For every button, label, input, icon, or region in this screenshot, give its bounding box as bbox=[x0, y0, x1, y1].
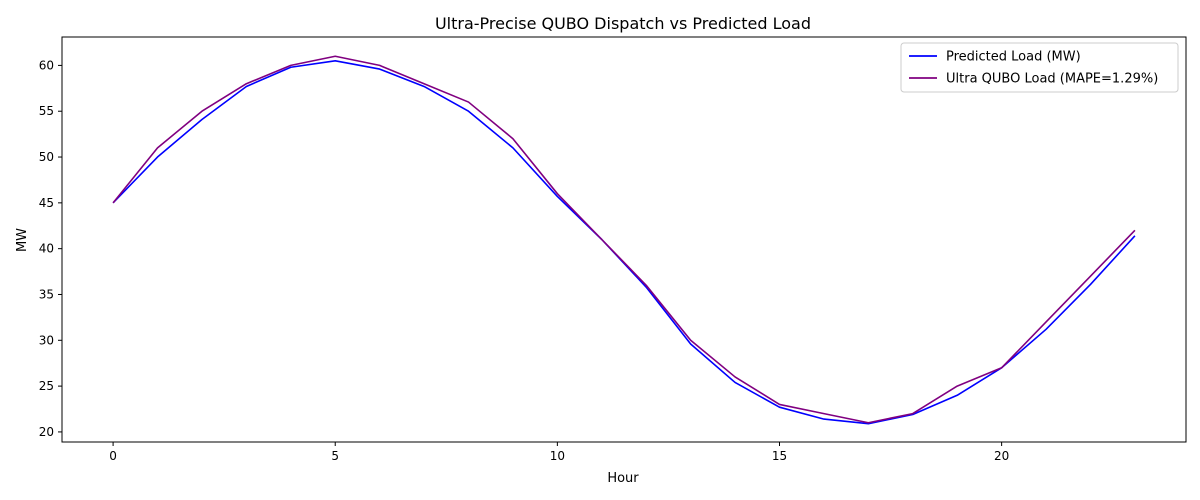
y-tick-label: 20 bbox=[39, 425, 54, 439]
x-axis-ticks: 0 5 10 15 20 bbox=[109, 442, 1009, 463]
legend-label-1: Ultra QUBO Load (MAPE=1.29%) bbox=[946, 72, 1158, 87]
y-tick-label: 30 bbox=[39, 333, 54, 347]
x-tick-label: 20 bbox=[994, 449, 1009, 463]
legend-label-0: Predicted Load (MW) bbox=[946, 50, 1081, 65]
x-tick-label: 5 bbox=[331, 449, 339, 463]
chart-title: Ultra-Precise QUBO Dispatch vs Predicted… bbox=[435, 14, 811, 33]
plot-area: 0 5 10 15 20 20 25 30 35 40 45 50 55 60 bbox=[39, 36, 1187, 463]
y-tick-label: 45 bbox=[39, 196, 54, 210]
y-tick-label: 55 bbox=[39, 104, 54, 118]
x-tick-label: 0 bbox=[109, 449, 117, 463]
x-tick-label: 10 bbox=[550, 449, 565, 463]
series-line-1 bbox=[112, 55, 1136, 424]
x-tick-label: 15 bbox=[772, 449, 787, 463]
x-axis-label: Hour bbox=[607, 471, 639, 486]
y-axis-ticks: 20 25 30 35 40 45 50 55 60 bbox=[39, 58, 62, 439]
series-layer bbox=[112, 55, 1136, 425]
legend-box bbox=[900, 42, 1179, 93]
plot-frame bbox=[61, 36, 1187, 443]
y-tick-label: 60 bbox=[39, 58, 54, 72]
y-tick-label: 50 bbox=[39, 150, 54, 164]
y-axis-label: MW bbox=[15, 228, 30, 252]
y-tick-label: 35 bbox=[39, 287, 54, 301]
legend: Predicted Load (MW) Ultra QUBO Load (MAPE… bbox=[900, 42, 1179, 93]
y-tick-label: 40 bbox=[39, 242, 54, 256]
series-line-0 bbox=[112, 60, 1136, 425]
y-tick-label: 25 bbox=[39, 379, 54, 393]
